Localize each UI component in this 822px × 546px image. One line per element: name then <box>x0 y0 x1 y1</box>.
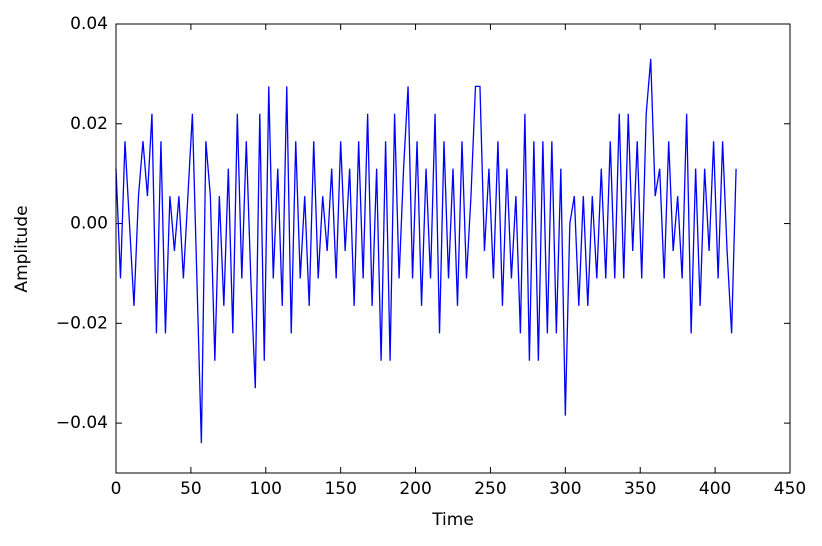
x-tick-label: 350 <box>624 479 656 499</box>
x-tick-label: 100 <box>250 479 282 499</box>
y-axis-label: Amplitude <box>12 205 32 292</box>
y-tick-label: −0.04 <box>56 413 108 433</box>
x-tick-label: 450 <box>774 479 806 499</box>
y-tick-label: 0.00 <box>70 214 108 234</box>
data-line <box>115 58 737 444</box>
x-axis-label: Time <box>431 510 474 530</box>
y-tick-label: −0.02 <box>56 313 108 333</box>
x-tick-label: 300 <box>549 479 581 499</box>
x-tick-label: 400 <box>699 479 731 499</box>
x-tick-label: 150 <box>324 479 356 499</box>
x-tick-label: 200 <box>399 479 431 499</box>
x-tick-label: 0 <box>111 479 122 499</box>
x-tick-label: 50 <box>180 479 202 499</box>
plot-frame <box>115 23 791 474</box>
y-tick-label: 0.02 <box>70 114 108 134</box>
x-tick-label: 250 <box>474 479 506 499</box>
y-tick-label: 0.04 <box>70 14 108 34</box>
